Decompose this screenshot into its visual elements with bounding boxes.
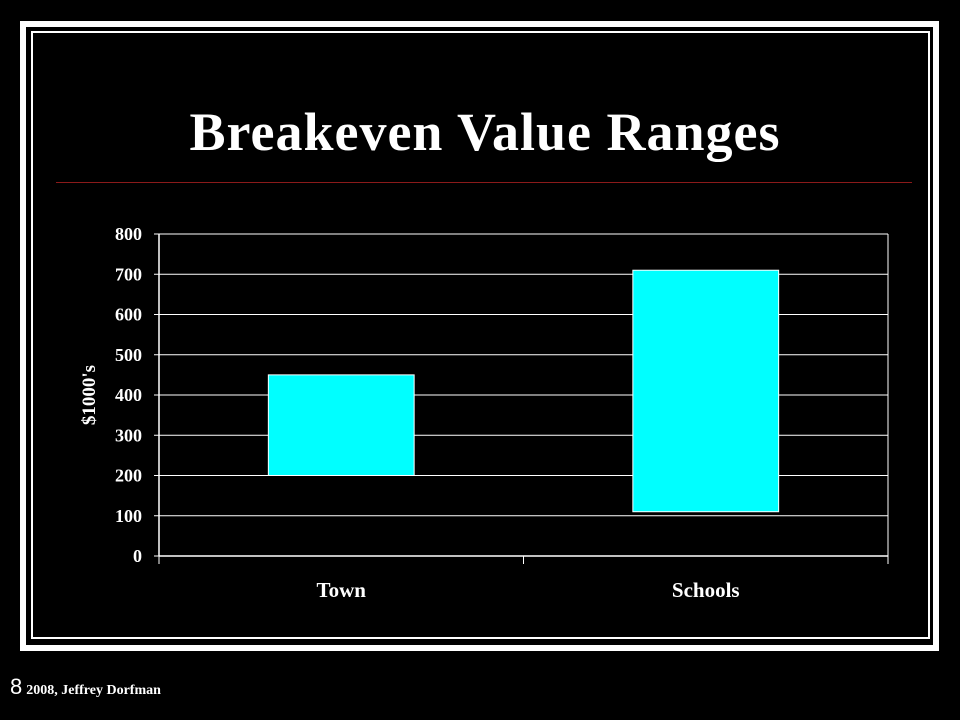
- x-tick-labels: Town Schools: [317, 578, 740, 602]
- slide-number: 8: [10, 674, 23, 699]
- x-tick-label-town: Town: [317, 578, 367, 602]
- title-divider: [56, 182, 912, 183]
- footer: 8 2008, Jeffrey Dorfman: [10, 674, 161, 700]
- y-tick-label-800: 800: [115, 224, 142, 244]
- bars-group: [267, 269, 780, 513]
- y-tick-label-500: 500: [115, 345, 142, 365]
- y-tick-label-700: 700: [115, 264, 142, 284]
- y-tick-label-100: 100: [115, 506, 142, 526]
- copyright-text: 2008, Jeffrey Dorfman: [26, 683, 161, 698]
- slide-frame-outer: [20, 21, 939, 651]
- bar-schools: [632, 269, 780, 513]
- slide-frame-inner: [31, 31, 930, 639]
- y-tick-label-200: 200: [115, 466, 142, 486]
- slide-title: Breakeven Value Ranges: [189, 102, 781, 162]
- y-tick-label-300: 300: [115, 425, 142, 445]
- x-tick-label-schools: Schools: [672, 578, 740, 602]
- axes: [154, 233, 889, 564]
- y-tick-label-600: 600: [115, 305, 142, 325]
- y-tick-label-0: 0: [133, 546, 142, 566]
- y-axis-label: $1000's: [79, 365, 100, 425]
- y-tick-labels: 0 100 200 300 400 500 600 700 800: [115, 224, 142, 566]
- y-tick-label-400: 400: [115, 385, 142, 405]
- bar-town: [267, 374, 415, 476]
